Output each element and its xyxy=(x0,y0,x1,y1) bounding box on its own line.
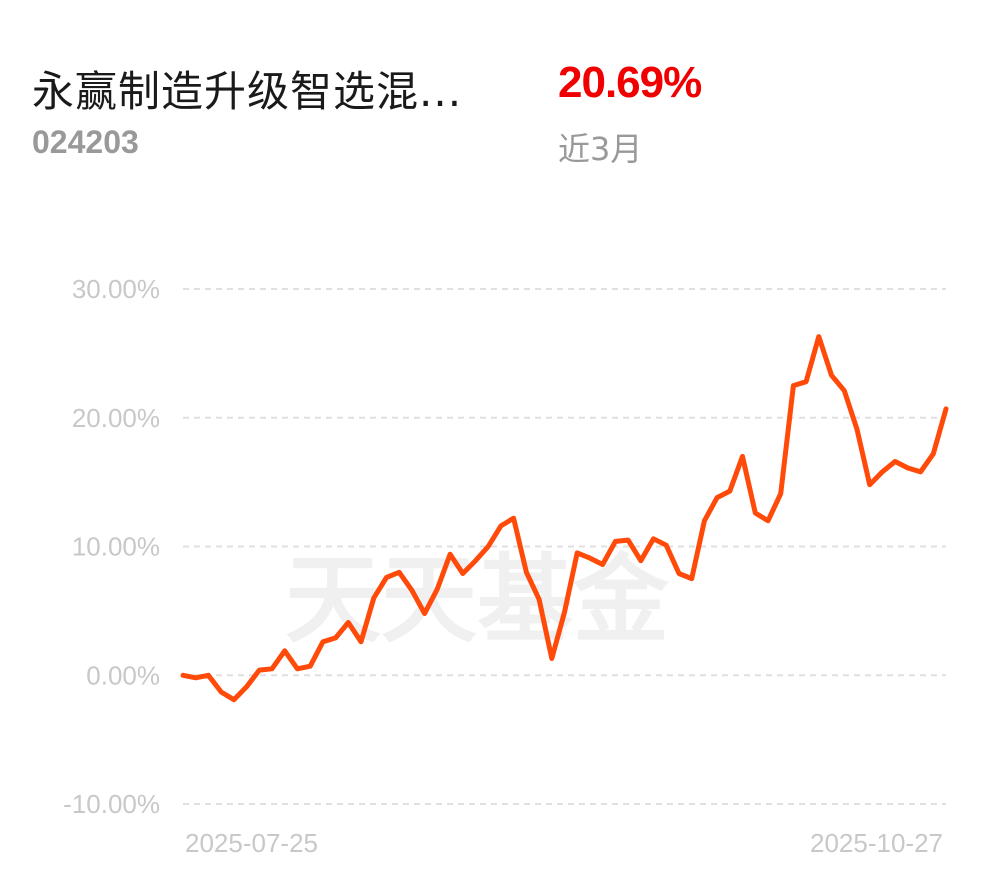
return-series-line xyxy=(180,334,949,703)
return-period: 近3月 xyxy=(558,130,643,168)
y-tick-label: 10.00% xyxy=(72,532,160,562)
y-tick-label: 30.00% xyxy=(72,274,160,304)
return-value: 20.69% xyxy=(558,58,702,107)
y-tick-label: -10.00% xyxy=(63,789,160,819)
y-axis-labels: 30.00% 20.00% 10.00% 0.00% -10.00% xyxy=(63,274,160,819)
y-tick-label: 0.00% xyxy=(86,660,160,690)
x-axis-end-label: 2025-10-27 xyxy=(810,828,943,858)
series-layer xyxy=(180,334,949,703)
y-tick-label: 20.00% xyxy=(72,403,160,433)
fund-name: 永赢制造升级智选混... xyxy=(32,67,463,116)
fund-code: 024203 xyxy=(32,124,139,160)
x-axis-start-label: 2025-07-25 xyxy=(185,828,318,858)
